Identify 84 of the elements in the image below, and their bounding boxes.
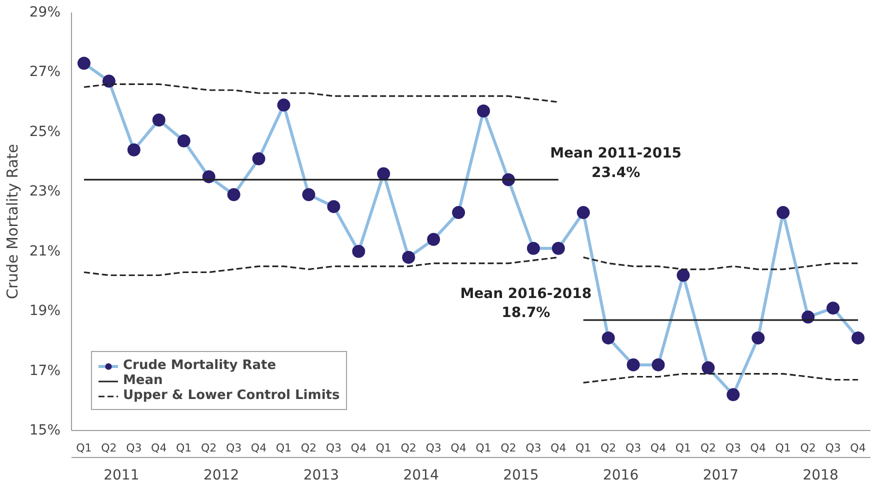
y-tick-label: 29% — [29, 4, 61, 20]
x-tick-label: Q3 — [725, 442, 742, 454]
x-tick-label: Q4 — [650, 442, 666, 454]
point — [726, 388, 740, 402]
point — [626, 358, 640, 372]
point — [427, 232, 440, 246]
legend-label: Mean — [123, 373, 163, 388]
point — [752, 331, 765, 344]
text: 2011 — [104, 468, 140, 484]
point — [576, 206, 590, 220]
point — [852, 331, 865, 344]
text: 2014 — [403, 468, 439, 484]
point — [552, 242, 565, 255]
y-tick-label: 25% — [29, 124, 61, 140]
x-tick-label: Q1 — [376, 442, 392, 454]
x-tick-label: Q4 — [550, 442, 566, 454]
x-tick-label: Q2 — [300, 442, 317, 454]
text: 2016 — [603, 468, 639, 484]
line-series — [83, 256, 560, 276]
x-tick-label: Q1 — [775, 442, 791, 454]
text: 2017 — [702, 468, 739, 484]
annotation: Mean 2016-2018 18.7% — [460, 286, 592, 322]
point — [526, 242, 540, 255]
point — [702, 361, 715, 374]
point — [252, 152, 266, 166]
text: 2018 — [802, 468, 838, 484]
point — [277, 98, 290, 112]
legend-label: Upper & Lower Control Limits — [123, 388, 340, 403]
point — [826, 302, 840, 315]
y-tick-label: 21% — [29, 243, 61, 260]
x-tick-label: Q2 — [400, 442, 416, 454]
point — [352, 244, 366, 258]
legend-label: Crude Mortality Rate — [123, 358, 276, 373]
y-tick-label: 27% — [29, 64, 61, 80]
x-tick-label: Q3 — [825, 442, 841, 454]
x-tick-label: Q3 — [426, 442, 442, 454]
x-tick-label: Q2 — [500, 442, 516, 454]
x-tick-label: Q2 — [201, 442, 217, 454]
text: 2012 — [204, 468, 240, 484]
point — [377, 167, 390, 180]
point — [227, 188, 240, 202]
point — [676, 268, 690, 282]
x-tick-label: Q3 — [625, 442, 642, 454]
y-tick-label: 17% — [29, 362, 61, 379]
x-tick-label: Q3 — [526, 442, 542, 454]
point — [327, 200, 340, 214]
text: 2013 — [303, 468, 340, 484]
annotation: Mean 2011-2015 23.4% — [550, 146, 682, 181]
point — [476, 104, 490, 118]
x-tick-label: Q2 — [600, 442, 616, 454]
x-tick-label: Q3 — [326, 442, 342, 454]
x-tick-label: Q4 — [151, 442, 167, 454]
point — [452, 206, 466, 220]
x-tick-label: Q1 — [675, 442, 692, 454]
point — [127, 143, 140, 156]
x-tick-label: Q3 — [126, 442, 142, 454]
x-tick-label: Q1 — [176, 442, 192, 454]
point — [302, 188, 316, 202]
x-tick-label: Q2 — [800, 442, 816, 454]
text: 2015 — [503, 468, 539, 484]
y-tick-label: 19% — [29, 303, 61, 320]
point — [77, 56, 90, 70]
y-tick-label: 23% — [29, 184, 61, 200]
x-tick-label: Q4 — [450, 442, 466, 454]
x-tick-label: Q4 — [750, 442, 766, 454]
point — [602, 331, 615, 344]
y-axis-title: Crude Mortality Rate — [3, 144, 22, 300]
x-tick-label: Q1 — [76, 442, 92, 454]
point — [177, 134, 190, 148]
x-tick-label: Q1 — [476, 442, 492, 454]
x-tick-label: Q2 — [101, 442, 117, 454]
y-tick-label: 15% — [29, 422, 61, 438]
x-tick-label: Q1 — [576, 442, 592, 454]
x-tick-label: Q4 — [850, 442, 866, 454]
point — [102, 74, 116, 88]
point — [776, 206, 790, 220]
point — [652, 358, 665, 372]
point — [152, 114, 166, 126]
point — [402, 250, 416, 264]
x-tick-label: Q4 — [250, 442, 267, 454]
x-tick-label: Q3 — [226, 442, 242, 454]
x-tick-label: Q2 — [700, 442, 716, 454]
x-tick-label: Q1 — [276, 442, 292, 454]
x-tick-label: Q4 — [350, 442, 366, 454]
